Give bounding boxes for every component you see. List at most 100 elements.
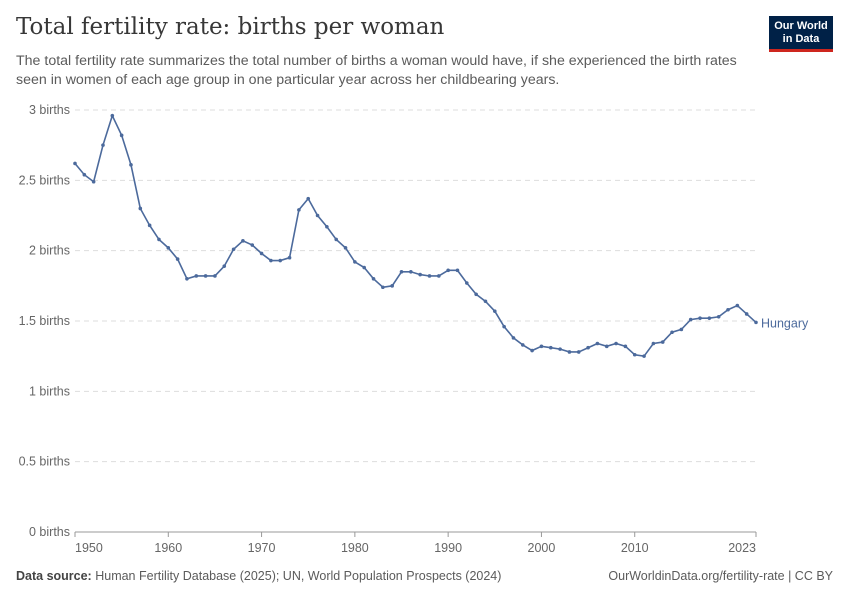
data-point — [269, 258, 273, 263]
y-tick-label: 2.5 births — [19, 173, 70, 187]
data-point — [129, 163, 133, 167]
data-point — [595, 341, 600, 346]
x-tick-label: 1980 — [341, 541, 369, 555]
data-point — [744, 312, 749, 316]
data-point — [754, 320, 758, 325]
y-tick-label: 1 births — [29, 384, 70, 398]
data-point — [660, 340, 665, 344]
data-point — [446, 268, 450, 273]
data-point — [642, 354, 646, 358]
chart-subtitle: The total fertility rate summarizes the … — [16, 53, 737, 88]
data-point — [586, 345, 590, 350]
data-point — [157, 237, 161, 242]
data-point — [474, 292, 478, 297]
data-point — [502, 324, 506, 329]
x-tick-label: 2010 — [621, 541, 649, 555]
y-tick-label: 2 births — [29, 244, 70, 258]
data-point — [297, 208, 301, 212]
data-point — [185, 277, 189, 281]
data-point — [315, 213, 320, 218]
data-point — [455, 268, 460, 273]
data-point — [576, 350, 581, 354]
data-point — [241, 239, 245, 243]
data-point — [194, 274, 199, 278]
data-point — [110, 113, 115, 118]
data-point — [437, 274, 441, 278]
data-point — [175, 257, 180, 261]
data-point — [698, 316, 702, 320]
y-tick-label: 1.5 births — [19, 314, 70, 328]
data-point — [278, 258, 283, 263]
data-point — [82, 172, 87, 177]
data-point — [483, 299, 488, 304]
data-point — [101, 143, 105, 147]
x-tick-label: 1960 — [154, 541, 182, 555]
data-point — [492, 309, 497, 313]
data-point — [91, 179, 96, 184]
x-tick-label: 1990 — [434, 541, 462, 555]
source-text[interactable]: Human Fertility Database (2025); UN, Wor… — [95, 569, 502, 583]
data-point — [726, 307, 730, 312]
data-point — [707, 316, 712, 320]
x-tick-label: 1970 — [248, 541, 276, 555]
data-point — [530, 348, 534, 353]
data-point — [213, 274, 217, 278]
data-point — [539, 344, 544, 349]
source-url[interactable]: OurWorldinData.org/fertility-rate | CC B… — [608, 569, 833, 583]
data-point — [231, 247, 236, 252]
data-point — [73, 161, 77, 166]
data-point — [511, 336, 516, 340]
data-point — [614, 341, 618, 346]
data-point — [604, 344, 609, 349]
chart-title: Total fertility rate: births per woman — [16, 14, 445, 40]
x-tick-label: 2000 — [528, 541, 556, 555]
data-point — [259, 251, 264, 256]
data-point — [632, 352, 637, 357]
data-point — [427, 274, 432, 278]
data-point — [353, 260, 357, 264]
data-point — [670, 330, 674, 335]
data-point — [688, 317, 693, 322]
data-point — [147, 223, 152, 228]
data-point — [222, 264, 227, 268]
data-point — [381, 285, 385, 290]
series-label: Hungary — [761, 316, 809, 330]
data-point — [558, 347, 562, 351]
series-line-hungary — [74, 113, 757, 358]
data-point — [334, 237, 339, 242]
data-point — [371, 277, 376, 281]
data-point — [409, 269, 413, 274]
data-point — [520, 343, 525, 347]
data-point — [735, 303, 740, 308]
x-tick-label: 1950 — [75, 541, 103, 555]
data-point — [166, 246, 171, 250]
data-point — [390, 284, 394, 288]
data-point — [138, 206, 143, 211]
data-point — [623, 344, 628, 349]
data-point — [287, 255, 292, 260]
data-point — [418, 272, 422, 277]
x-tick-label: 2023 — [728, 541, 756, 555]
data-point — [465, 281, 469, 285]
data-point — [716, 314, 721, 319]
data-point — [362, 265, 366, 270]
data-point — [325, 224, 329, 229]
data-point — [548, 345, 553, 350]
data-point — [399, 269, 404, 274]
data-point — [119, 133, 124, 138]
data-point — [203, 274, 208, 278]
data-point — [651, 341, 656, 346]
y-tick-label: 0.5 births — [19, 455, 70, 469]
data-point — [343, 246, 348, 250]
data-point — [306, 196, 311, 201]
data-point — [250, 243, 255, 247]
source-label: Data source: — [16, 569, 92, 583]
y-tick-label: 3 births — [29, 103, 70, 117]
owid-logo[interactable]: Our World in Data — [769, 16, 833, 52]
data-point — [679, 327, 684, 332]
y-tick-label: 0 births — [29, 525, 70, 539]
data-source: Data source: Human Fertility Database (2… — [16, 569, 501, 583]
data-point — [567, 350, 572, 354]
